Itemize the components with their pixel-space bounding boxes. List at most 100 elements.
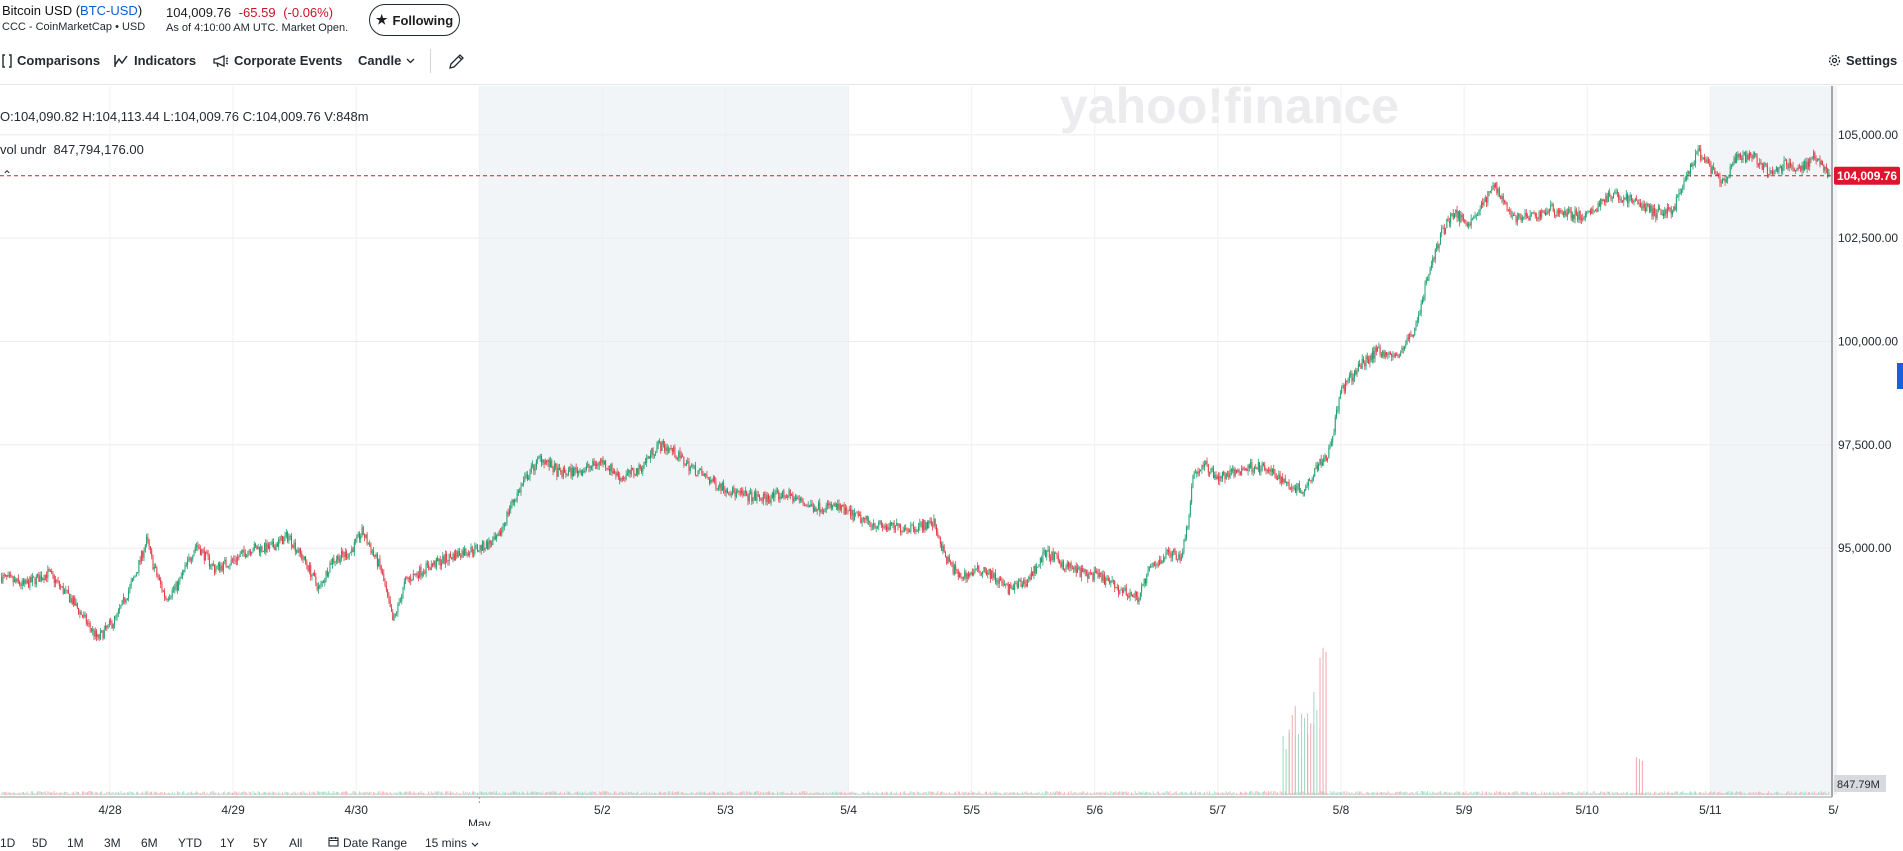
volume-bar — [598, 791, 600, 795]
volume-bar — [920, 793, 922, 795]
candle-body — [98, 634, 100, 639]
candle — [125, 598, 127, 605]
volume-bar — [7, 792, 9, 795]
volume-bar — [670, 793, 672, 795]
volume-bar — [217, 792, 219, 795]
candle — [12, 575, 14, 587]
volume-bar — [1760, 792, 1762, 795]
candle — [1296, 482, 1298, 496]
volume-bar — [374, 792, 376, 795]
volume-bar — [1060, 792, 1062, 795]
volume-bar — [244, 791, 246, 795]
candle-body — [1400, 352, 1402, 357]
candle-body — [1038, 564, 1040, 567]
volume-bar — [1159, 793, 1160, 795]
price-chart[interactable]: yahoo!finance 105,000.00102,500.00100,00… — [0, 86, 1903, 826]
candle-body — [1336, 410, 1338, 417]
candle — [711, 478, 713, 484]
volume-bar — [167, 792, 169, 795]
volume-bar — [1170, 793, 1172, 795]
candle-body — [534, 467, 536, 471]
candle — [117, 608, 119, 618]
candle — [240, 549, 242, 554]
candle — [961, 576, 963, 582]
volume-bar — [720, 792, 722, 795]
volume-bar — [1781, 793, 1782, 795]
volume-bar — [1819, 792, 1821, 795]
candle — [76, 602, 78, 610]
corporate-events-button[interactable]: Corporate Events — [213, 53, 342, 68]
draw-tool-button[interactable] — [448, 53, 465, 70]
candle — [229, 563, 231, 570]
candle — [1061, 559, 1063, 570]
candle — [866, 515, 868, 525]
chart-type-dropdown[interactable]: Candle — [358, 53, 415, 68]
volume-bar — [1188, 793, 1190, 795]
candle — [676, 456, 678, 461]
volume-bar — [891, 791, 892, 795]
candle-body — [26, 580, 28, 584]
volume-bar — [1139, 791, 1141, 795]
candle-body — [1085, 571, 1087, 574]
volume-bar — [582, 791, 583, 795]
volume-bar — [544, 792, 546, 795]
volume-bar — [1790, 793, 1791, 795]
candle-body — [576, 469, 578, 474]
volume-bar — [698, 792, 700, 795]
volume-bar — [30, 791, 32, 795]
candle-body — [298, 547, 300, 553]
volume-bar — [19, 792, 21, 795]
volume-bar — [739, 791, 741, 795]
candle — [800, 496, 802, 504]
candle-body — [561, 471, 563, 477]
volume-bar — [1216, 792, 1218, 795]
candle — [494, 532, 496, 541]
volume-bar — [1075, 792, 1077, 795]
volume-bar — [171, 791, 173, 795]
volume-bar — [1784, 793, 1786, 795]
volume-bar — [107, 791, 109, 795]
ticker-symbol[interactable]: BTC-USD — [80, 3, 138, 18]
following-button[interactable]: ★ Following — [369, 4, 460, 36]
candle — [324, 577, 326, 587]
candle-body — [303, 556, 305, 560]
candle — [1092, 572, 1094, 583]
comparisons-button[interactable]: Comparisons — [2, 53, 100, 68]
candle — [968, 571, 970, 580]
indicators-button[interactable]: Indicators — [113, 53, 196, 68]
volume-bar — [1584, 793, 1586, 795]
candle-body — [1469, 223, 1471, 226]
volume-bar — [1368, 792, 1369, 795]
candle-body — [802, 501, 804, 504]
candle-body — [393, 615, 395, 621]
candle — [794, 493, 796, 502]
candle — [1451, 212, 1453, 217]
candle — [575, 463, 577, 473]
candle-body — [1147, 570, 1149, 576]
candle-body — [1320, 459, 1322, 466]
volume-bar — [169, 793, 171, 795]
candle-body — [1242, 467, 1244, 469]
volume-bar — [1, 793, 3, 795]
settings-button[interactable]: Settings — [1828, 53, 1897, 68]
candle — [152, 554, 154, 571]
candle-body — [714, 477, 716, 482]
candle-body — [733, 487, 735, 493]
volume-bar — [49, 792, 51, 795]
candle — [207, 549, 209, 561]
candle — [340, 547, 342, 562]
candle-body — [929, 520, 931, 522]
candle — [1043, 547, 1045, 556]
candle — [1129, 588, 1131, 602]
candle — [900, 523, 902, 536]
candle — [167, 596, 169, 602]
candle — [112, 623, 114, 631]
volume-bar — [97, 792, 99, 795]
candle-body — [1439, 232, 1441, 245]
candle — [243, 545, 245, 557]
volume-bar — [1679, 792, 1681, 795]
candle — [1161, 560, 1163, 564]
candle-body — [1257, 462, 1259, 470]
candle — [197, 541, 199, 552]
candle-body — [614, 471, 616, 474]
